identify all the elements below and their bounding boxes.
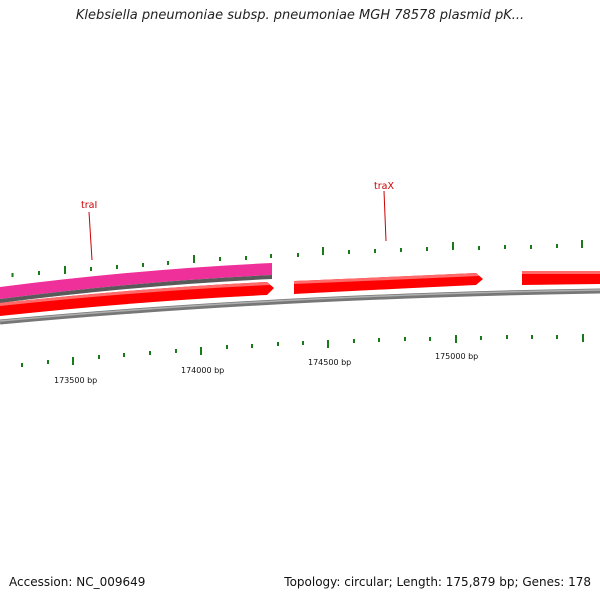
tick-label-173500: 173500 bp <box>54 376 97 385</box>
gene-segment-1[interactable] <box>0 282 274 316</box>
tick-label-174000: 174000 bp <box>181 366 224 375</box>
plasmid-backbone <box>0 288 600 325</box>
gene-label-traX[interactable]: traX <box>374 181 394 192</box>
gene-label-traI[interactable]: traI <box>81 200 97 211</box>
plasmid-backbone-highlight <box>0 289 600 322</box>
scale-tick-marks <box>21 334 584 367</box>
gene-traI-shadow <box>0 275 272 303</box>
gene-segment-3[interactable] <box>522 271 600 285</box>
gene-traX-highlight <box>294 273 479 284</box>
plasmid-summary: Topology: circular; Length: 175,879 bp; … <box>284 575 591 589</box>
traX-leader-line <box>383 190 387 242</box>
gene-segment-3-highlight <box>522 271 600 274</box>
traI-leader-line <box>88 211 93 261</box>
tick-label-175000: 175000 bp <box>435 352 478 361</box>
gene-segment-1-highlight <box>0 282 270 306</box>
tick-label-174500: 174500 bp <box>308 358 351 367</box>
gene-traI[interactable] <box>0 263 272 299</box>
gene-traX[interactable] <box>294 273 483 294</box>
map-title: Klebsiella pneumoniae subsp. pneumoniae … <box>75 8 525 23</box>
accession-label: Accession: NC_009649 <box>9 575 146 589</box>
inner-tick-marks <box>11 240 583 277</box>
